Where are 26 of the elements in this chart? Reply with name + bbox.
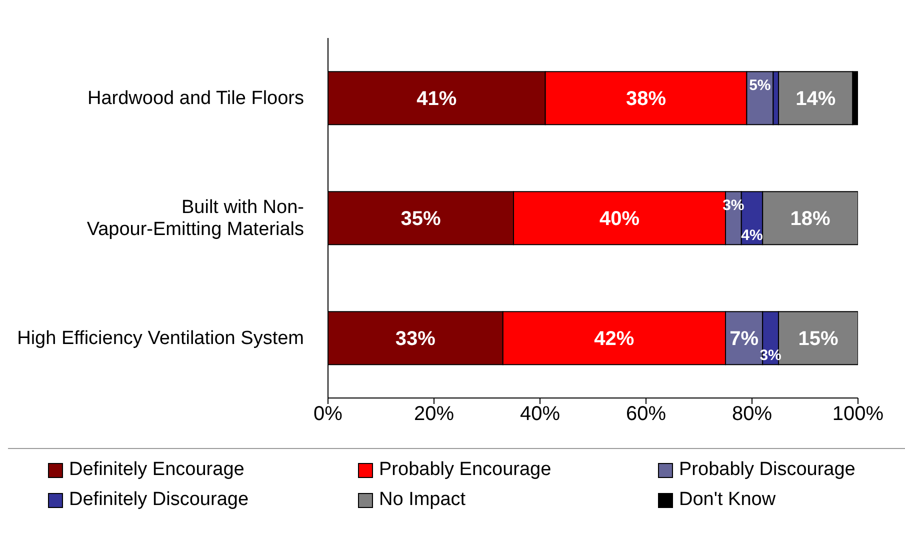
legend-label: Don't Know <box>679 489 776 511</box>
data-label: 38% <box>626 88 666 110</box>
data-label: 15% <box>798 328 838 350</box>
x-tick-label: 80% <box>732 403 772 426</box>
data-label: 42% <box>594 328 634 350</box>
data-label: 41% <box>416 88 457 110</box>
legend-label: Probably Encourage <box>379 459 552 481</box>
x-tick-label: 40% <box>520 403 560 426</box>
x-tick-label: 0% <box>314 403 343 426</box>
y-tick-label: Built with Non-Vapour-Emitting Materials <box>86 197 304 240</box>
data-label: 40% <box>599 208 640 230</box>
data-label: 5% <box>749 77 771 94</box>
legend-label: Definitely Encourage <box>69 459 244 481</box>
x-tick-label: 20% <box>414 403 454 426</box>
y-tick-label: High Efficiency Ventilation System <box>17 328 304 349</box>
legend-label: No Impact <box>379 489 466 511</box>
data-label: 33% <box>395 328 436 350</box>
y-tick-label: Hardwood and Tile Floors <box>88 88 304 109</box>
legend-label: Probably Discourage <box>679 459 856 481</box>
x-tick-label: 60% <box>626 403 666 426</box>
data-label: 14% <box>796 88 836 110</box>
legend-label: Definitely Discourage <box>69 489 249 511</box>
data-label: 18% <box>790 208 831 230</box>
data-label: 35% <box>400 208 441 230</box>
x-tick-label: 100% <box>832 403 884 426</box>
data-label: 7% <box>730 328 759 350</box>
